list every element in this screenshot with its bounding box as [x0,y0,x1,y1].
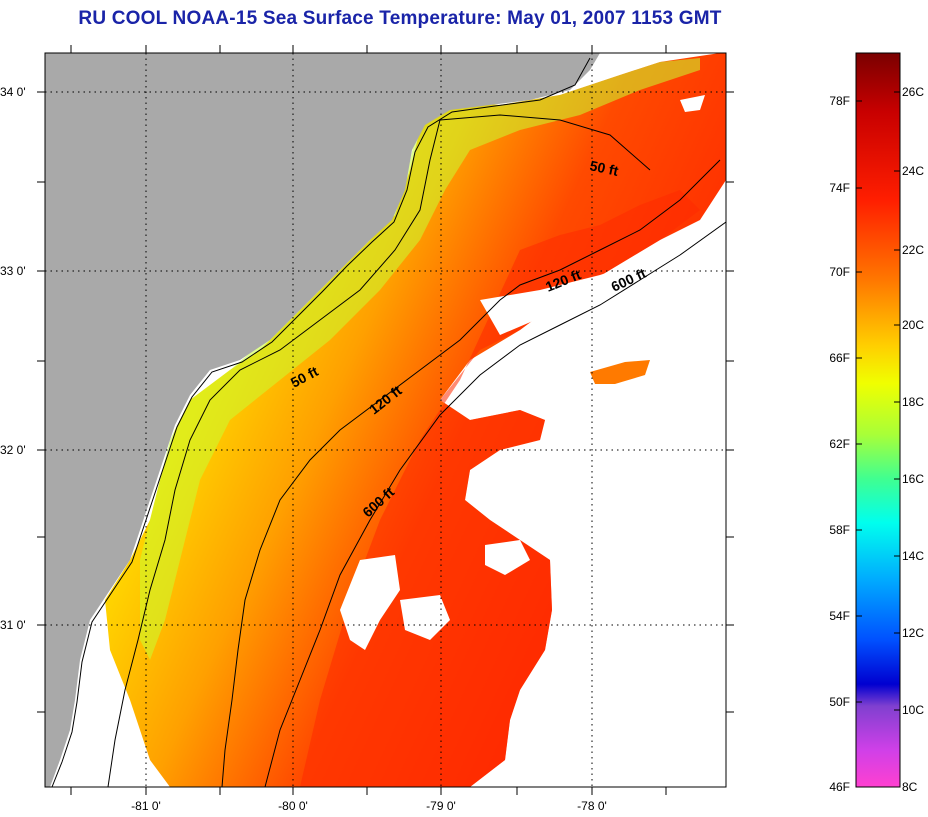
y-tick-label: 34 0' [0,85,26,99]
colorbar-label-f: 50F [829,695,850,709]
colorbar-label-f: 78F [829,94,850,108]
x-tick-label: -78 0' [577,799,607,813]
colorbar-label-c: 22C [902,243,924,257]
cool-coastal-band [140,58,700,660]
y-tick-label: 33 0' [0,264,26,278]
isobath-50ft [107,114,651,787]
colorbar-label-c: 18C [902,395,924,409]
colorbar-label-c: 16C [902,472,924,486]
colorbar-label-c: 10C [902,703,924,717]
colorbar-label-c: 8C [902,780,918,794]
x-tick-label: -79 0' [426,799,456,813]
colorbar-label-c: 12C [902,626,924,640]
x-tick-label: -80 0' [278,799,308,813]
y-tick-label: 31 0' [0,618,26,632]
graticule [45,53,726,787]
colorbar-label-f: 66F [829,351,850,365]
isobath-600ft [264,221,726,787]
colorbar-label-f: 58F [829,523,850,537]
cloud-patch-3 [400,595,450,640]
cloud-patch-2 [340,555,400,650]
map-title: RU COOL NOAA-15 Sea Surface Temperature:… [78,8,722,29]
frame-ticks [37,45,734,795]
warm-patch-east [590,360,650,384]
colorbar-label-c: 20C [902,318,924,332]
colorbar-ticks [856,91,900,711]
label-50ft-north: 50 ft [588,157,620,179]
x-tick-label: -81 0' [131,799,161,813]
coastline [51,57,591,787]
colorbar-label-c: 24C [902,164,924,178]
plot-frame [44,52,727,788]
colorbar [855,52,901,788]
colorbar-label-f: 74F [829,181,850,195]
colorbar-label-f: 54F [829,609,850,623]
cloud-patch-4 [485,540,530,575]
land [45,53,600,787]
colorbar-label-c: 14C [902,549,924,563]
colorbar-label-c: 26C [902,85,924,99]
isobath-120ft [221,159,721,787]
colorbar-label-f: 70F [829,265,850,279]
colorbar-label-f: 46F [829,780,850,794]
colorbar-label-f: 62F [829,437,850,451]
cloud-patch-1 [480,262,640,335]
warm-core [300,190,700,787]
y-tick-label: 32 0' [0,443,26,457]
cloud-patch-5 [680,95,705,112]
